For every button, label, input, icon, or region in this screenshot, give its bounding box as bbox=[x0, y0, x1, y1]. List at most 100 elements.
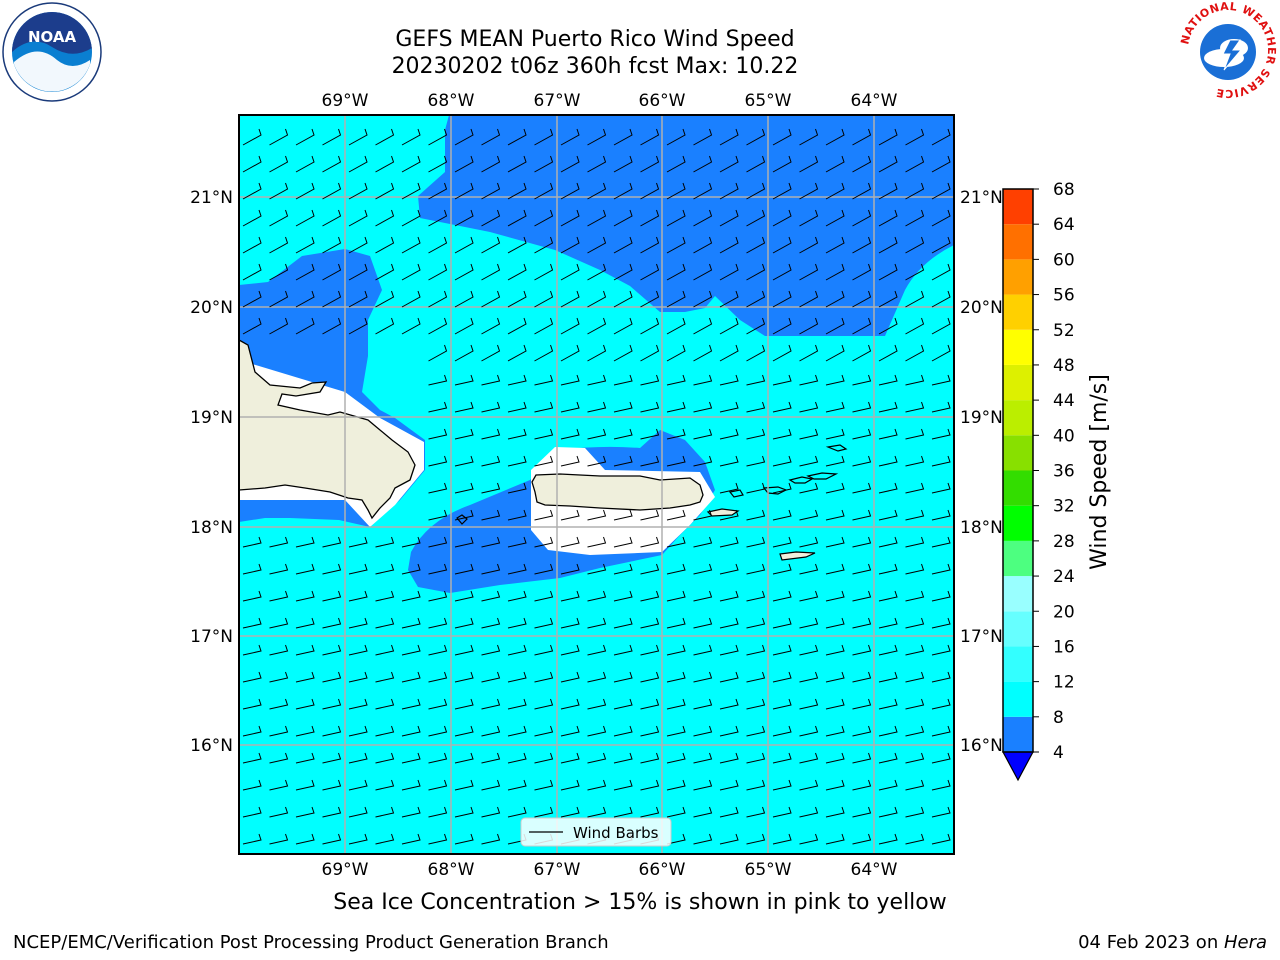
wind-barb bbox=[587, 644, 607, 656]
wind-barb bbox=[693, 617, 713, 629]
wind-barb bbox=[719, 374, 739, 386]
wind-barb bbox=[322, 833, 342, 845]
wind-barb bbox=[693, 317, 713, 335]
wind-barb bbox=[719, 563, 739, 575]
wind-barb bbox=[242, 263, 262, 281]
wind-barb bbox=[825, 401, 845, 413]
wind-barb bbox=[640, 182, 660, 200]
wind-barb bbox=[719, 290, 739, 308]
wind-barb bbox=[613, 155, 633, 173]
wind-barb bbox=[878, 263, 898, 281]
wind-barb bbox=[852, 482, 872, 494]
wind-barb bbox=[825, 806, 845, 818]
wind-barb bbox=[931, 482, 951, 494]
colorbar-tick-label: 4 bbox=[1053, 743, 1064, 763]
wind-barb bbox=[322, 725, 342, 737]
wind-barb bbox=[852, 779, 872, 791]
wind-barb bbox=[931, 644, 951, 656]
wind-barb bbox=[613, 401, 633, 413]
wind-barb bbox=[825, 263, 845, 281]
lat-label-left: 19°N bbox=[190, 408, 233, 428]
lat-label-right: 17°N bbox=[960, 627, 1003, 647]
wind-barb bbox=[613, 509, 633, 521]
wind-barb bbox=[878, 644, 898, 656]
wind-barb bbox=[560, 344, 580, 362]
wind-barb bbox=[481, 401, 501, 413]
wind-barb bbox=[534, 401, 554, 413]
wind-barb bbox=[719, 644, 739, 656]
wind-barb bbox=[693, 779, 713, 791]
colorbar-segment bbox=[1003, 189, 1033, 225]
wind-barb bbox=[640, 290, 660, 308]
wind-barb bbox=[454, 509, 474, 521]
wind-barb bbox=[375, 671, 395, 683]
wind-barb bbox=[878, 290, 898, 308]
wind-barb bbox=[825, 374, 845, 386]
wind-barb bbox=[428, 779, 448, 791]
wind-barb bbox=[375, 236, 395, 254]
wind-barb bbox=[852, 263, 872, 281]
wind-barb bbox=[454, 155, 474, 173]
footer-machine: Hera bbox=[1223, 932, 1267, 953]
wind-barb bbox=[534, 290, 554, 308]
wind-barb bbox=[931, 806, 951, 818]
wind-barb bbox=[481, 236, 501, 254]
wind-barb bbox=[481, 263, 501, 281]
wind-barb bbox=[666, 536, 686, 548]
wind-barb bbox=[852, 374, 872, 386]
lon-label-bottom: 64°W bbox=[851, 860, 898, 880]
wind-barb bbox=[507, 182, 527, 200]
wind-barb bbox=[587, 752, 607, 764]
wind-barb bbox=[746, 182, 766, 200]
wind-barb bbox=[825, 536, 845, 548]
wind-barb bbox=[772, 317, 792, 335]
wind-barb bbox=[666, 128, 686, 146]
wind-barb bbox=[640, 617, 660, 629]
wind-barb bbox=[454, 779, 474, 791]
wind-barb bbox=[454, 209, 474, 227]
wind-barb bbox=[772, 563, 792, 575]
wind-barb bbox=[507, 290, 527, 308]
wind-barb bbox=[454, 671, 474, 683]
wind-barb bbox=[666, 401, 686, 413]
wind-barb bbox=[693, 590, 713, 602]
wind-barb bbox=[348, 833, 368, 845]
wind-barb bbox=[640, 236, 660, 254]
wind-barb bbox=[799, 263, 819, 281]
wind-barb bbox=[905, 155, 925, 173]
wind-barb bbox=[428, 155, 448, 173]
wind-barb bbox=[931, 428, 951, 440]
wind-barb bbox=[242, 209, 262, 227]
wind-barb bbox=[613, 455, 633, 467]
wind-barb bbox=[401, 317, 421, 335]
wind-barb bbox=[295, 236, 315, 254]
wind-barb bbox=[640, 563, 660, 575]
wind-barb bbox=[931, 290, 951, 308]
wind-barb bbox=[719, 509, 739, 521]
wind-barb bbox=[746, 236, 766, 254]
wind-barb bbox=[375, 698, 395, 710]
wind-barb bbox=[401, 671, 421, 683]
wind-barb bbox=[428, 806, 448, 818]
wind-barb bbox=[640, 752, 660, 764]
wind-barb bbox=[481, 317, 501, 335]
wind-barb bbox=[242, 182, 262, 200]
wind-barb bbox=[746, 344, 766, 362]
wind-barb bbox=[666, 698, 686, 710]
wind-barb bbox=[587, 128, 607, 146]
wind-barb bbox=[825, 317, 845, 335]
wind-barb bbox=[507, 698, 527, 710]
wind-barb bbox=[666, 617, 686, 629]
wind-barb bbox=[878, 128, 898, 146]
wind-barb bbox=[534, 725, 554, 737]
wind-barb bbox=[587, 671, 607, 683]
wind-barb bbox=[322, 698, 342, 710]
wind-barb bbox=[269, 317, 289, 335]
wind-barb bbox=[560, 671, 580, 683]
wind-barb bbox=[401, 128, 421, 146]
wind-barb bbox=[428, 317, 448, 335]
latitude-labels-right: 21°N 20°N 19°N 18°N 17°N 16°N bbox=[960, 188, 1003, 756]
wind-barb bbox=[507, 374, 527, 386]
wind-barb bbox=[534, 344, 554, 362]
wind-barb bbox=[375, 128, 395, 146]
